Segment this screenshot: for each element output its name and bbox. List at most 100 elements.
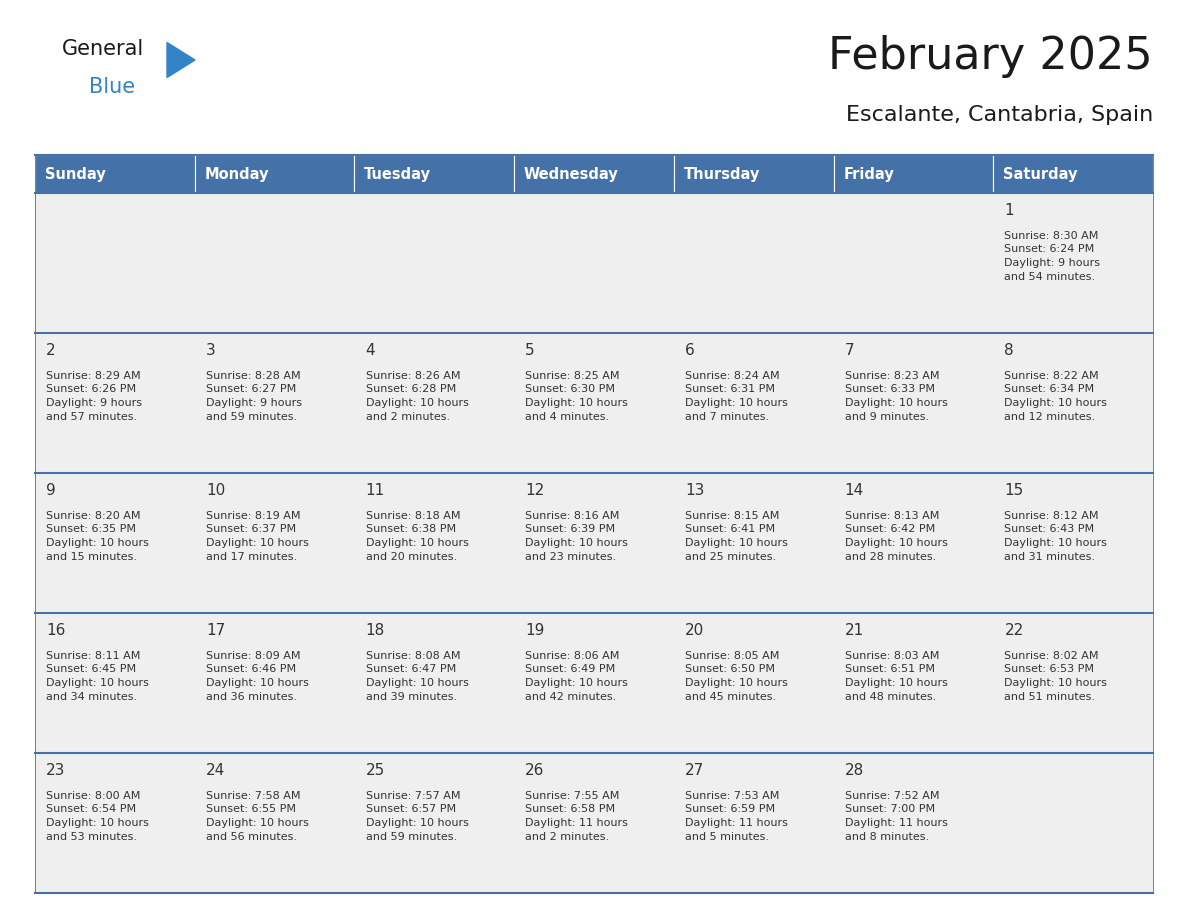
FancyBboxPatch shape: [993, 753, 1154, 893]
Text: Sunrise: 8:03 AM
Sunset: 6:51 PM
Daylight: 10 hours
and 48 minutes.: Sunrise: 8:03 AM Sunset: 6:51 PM Dayligh…: [845, 651, 948, 701]
FancyBboxPatch shape: [674, 193, 834, 333]
FancyBboxPatch shape: [514, 753, 674, 893]
FancyBboxPatch shape: [34, 473, 195, 613]
FancyBboxPatch shape: [993, 333, 1154, 473]
Text: Tuesday: Tuesday: [364, 166, 431, 182]
FancyBboxPatch shape: [514, 193, 674, 333]
FancyBboxPatch shape: [993, 193, 1154, 333]
Text: 23: 23: [46, 763, 65, 778]
Text: 3: 3: [206, 342, 216, 358]
Text: Sunrise: 8:15 AM
Sunset: 6:41 PM
Daylight: 10 hours
and 25 minutes.: Sunrise: 8:15 AM Sunset: 6:41 PM Dayligh…: [685, 510, 788, 562]
FancyBboxPatch shape: [674, 333, 834, 473]
Text: 22: 22: [1005, 622, 1024, 638]
Text: Sunrise: 8:28 AM
Sunset: 6:27 PM
Daylight: 9 hours
and 59 minutes.: Sunrise: 8:28 AM Sunset: 6:27 PM Dayligh…: [206, 371, 302, 421]
FancyBboxPatch shape: [674, 613, 834, 753]
Text: Sunrise: 8:18 AM
Sunset: 6:38 PM
Daylight: 10 hours
and 20 minutes.: Sunrise: 8:18 AM Sunset: 6:38 PM Dayligh…: [366, 510, 468, 562]
FancyBboxPatch shape: [354, 473, 514, 613]
FancyBboxPatch shape: [834, 613, 993, 753]
FancyBboxPatch shape: [834, 473, 993, 613]
FancyBboxPatch shape: [993, 613, 1154, 753]
Text: 21: 21: [845, 622, 864, 638]
Text: 13: 13: [685, 483, 704, 498]
Text: Sunrise: 8:25 AM
Sunset: 6:30 PM
Daylight: 10 hours
and 4 minutes.: Sunrise: 8:25 AM Sunset: 6:30 PM Dayligh…: [525, 371, 628, 421]
Text: 28: 28: [845, 763, 864, 778]
FancyBboxPatch shape: [674, 155, 834, 193]
Text: Sunrise: 8:22 AM
Sunset: 6:34 PM
Daylight: 10 hours
and 12 minutes.: Sunrise: 8:22 AM Sunset: 6:34 PM Dayligh…: [1005, 371, 1107, 421]
FancyBboxPatch shape: [674, 473, 834, 613]
FancyBboxPatch shape: [674, 753, 834, 893]
Text: 6: 6: [685, 342, 695, 358]
Text: February 2025: February 2025: [828, 35, 1154, 78]
Text: 15: 15: [1005, 483, 1024, 498]
Text: Sunrise: 8:06 AM
Sunset: 6:49 PM
Daylight: 10 hours
and 42 minutes.: Sunrise: 8:06 AM Sunset: 6:49 PM Dayligh…: [525, 651, 628, 701]
Text: Wednesday: Wednesday: [524, 166, 619, 182]
Text: 11: 11: [366, 483, 385, 498]
FancyBboxPatch shape: [514, 155, 674, 193]
FancyBboxPatch shape: [34, 155, 195, 193]
FancyBboxPatch shape: [34, 753, 195, 893]
Text: Sunday: Sunday: [45, 166, 106, 182]
Text: Sunrise: 8:13 AM
Sunset: 6:42 PM
Daylight: 10 hours
and 28 minutes.: Sunrise: 8:13 AM Sunset: 6:42 PM Dayligh…: [845, 510, 948, 562]
Text: Blue: Blue: [89, 77, 135, 97]
Text: Thursday: Thursday: [683, 166, 760, 182]
Text: 26: 26: [525, 763, 544, 778]
FancyBboxPatch shape: [195, 613, 354, 753]
Text: 19: 19: [525, 622, 544, 638]
FancyBboxPatch shape: [195, 193, 354, 333]
FancyBboxPatch shape: [195, 753, 354, 893]
Text: Saturday: Saturday: [1003, 166, 1078, 182]
Text: 18: 18: [366, 622, 385, 638]
Text: Sunrise: 8:12 AM
Sunset: 6:43 PM
Daylight: 10 hours
and 31 minutes.: Sunrise: 8:12 AM Sunset: 6:43 PM Dayligh…: [1005, 510, 1107, 562]
Text: 12: 12: [525, 483, 544, 498]
FancyBboxPatch shape: [34, 193, 195, 333]
Text: Sunrise: 7:57 AM
Sunset: 6:57 PM
Daylight: 10 hours
and 59 minutes.: Sunrise: 7:57 AM Sunset: 6:57 PM Dayligh…: [366, 790, 468, 842]
Text: Sunrise: 8:26 AM
Sunset: 6:28 PM
Daylight: 10 hours
and 2 minutes.: Sunrise: 8:26 AM Sunset: 6:28 PM Dayligh…: [366, 371, 468, 421]
FancyBboxPatch shape: [354, 333, 514, 473]
Text: Sunrise: 7:58 AM
Sunset: 6:55 PM
Daylight: 10 hours
and 56 minutes.: Sunrise: 7:58 AM Sunset: 6:55 PM Dayligh…: [206, 790, 309, 842]
FancyBboxPatch shape: [354, 193, 514, 333]
Text: General: General: [62, 39, 144, 59]
Text: Sunrise: 8:02 AM
Sunset: 6:53 PM
Daylight: 10 hours
and 51 minutes.: Sunrise: 8:02 AM Sunset: 6:53 PM Dayligh…: [1005, 651, 1107, 701]
FancyBboxPatch shape: [354, 155, 514, 193]
Text: 25: 25: [366, 763, 385, 778]
FancyBboxPatch shape: [514, 473, 674, 613]
Text: 4: 4: [366, 342, 375, 358]
Text: Sunrise: 8:09 AM
Sunset: 6:46 PM
Daylight: 10 hours
and 36 minutes.: Sunrise: 8:09 AM Sunset: 6:46 PM Dayligh…: [206, 651, 309, 701]
Text: Sunrise: 8:11 AM
Sunset: 6:45 PM
Daylight: 10 hours
and 34 minutes.: Sunrise: 8:11 AM Sunset: 6:45 PM Dayligh…: [46, 651, 148, 701]
FancyBboxPatch shape: [993, 155, 1154, 193]
FancyBboxPatch shape: [195, 473, 354, 613]
Text: Sunrise: 7:53 AM
Sunset: 6:59 PM
Daylight: 11 hours
and 5 minutes.: Sunrise: 7:53 AM Sunset: 6:59 PM Dayligh…: [685, 790, 788, 842]
Text: 27: 27: [685, 763, 704, 778]
FancyBboxPatch shape: [34, 333, 195, 473]
Text: Sunrise: 8:23 AM
Sunset: 6:33 PM
Daylight: 10 hours
and 9 minutes.: Sunrise: 8:23 AM Sunset: 6:33 PM Dayligh…: [845, 371, 948, 421]
Text: 10: 10: [206, 483, 226, 498]
Text: 14: 14: [845, 483, 864, 498]
Text: Sunrise: 8:19 AM
Sunset: 6:37 PM
Daylight: 10 hours
and 17 minutes.: Sunrise: 8:19 AM Sunset: 6:37 PM Dayligh…: [206, 510, 309, 562]
Text: Sunrise: 8:30 AM
Sunset: 6:24 PM
Daylight: 9 hours
and 54 minutes.: Sunrise: 8:30 AM Sunset: 6:24 PM Dayligh…: [1005, 230, 1100, 282]
Text: Sunrise: 8:20 AM
Sunset: 6:35 PM
Daylight: 10 hours
and 15 minutes.: Sunrise: 8:20 AM Sunset: 6:35 PM Dayligh…: [46, 510, 148, 562]
FancyBboxPatch shape: [514, 613, 674, 753]
FancyBboxPatch shape: [195, 333, 354, 473]
Text: Sunrise: 8:05 AM
Sunset: 6:50 PM
Daylight: 10 hours
and 45 minutes.: Sunrise: 8:05 AM Sunset: 6:50 PM Dayligh…: [685, 651, 788, 701]
Text: 17: 17: [206, 622, 226, 638]
Text: Sunrise: 8:24 AM
Sunset: 6:31 PM
Daylight: 10 hours
and 7 minutes.: Sunrise: 8:24 AM Sunset: 6:31 PM Dayligh…: [685, 371, 788, 421]
Text: Monday: Monday: [204, 166, 268, 182]
FancyBboxPatch shape: [834, 193, 993, 333]
Text: Sunrise: 8:16 AM
Sunset: 6:39 PM
Daylight: 10 hours
and 23 minutes.: Sunrise: 8:16 AM Sunset: 6:39 PM Dayligh…: [525, 510, 628, 562]
Text: Sunrise: 8:08 AM
Sunset: 6:47 PM
Daylight: 10 hours
and 39 minutes.: Sunrise: 8:08 AM Sunset: 6:47 PM Dayligh…: [366, 651, 468, 701]
FancyBboxPatch shape: [834, 753, 993, 893]
FancyBboxPatch shape: [834, 333, 993, 473]
Text: 24: 24: [206, 763, 226, 778]
Text: Sunrise: 7:55 AM
Sunset: 6:58 PM
Daylight: 11 hours
and 2 minutes.: Sunrise: 7:55 AM Sunset: 6:58 PM Dayligh…: [525, 790, 628, 842]
FancyBboxPatch shape: [354, 613, 514, 753]
FancyBboxPatch shape: [34, 613, 195, 753]
Text: 9: 9: [46, 483, 56, 498]
Text: Sunrise: 8:00 AM
Sunset: 6:54 PM
Daylight: 10 hours
and 53 minutes.: Sunrise: 8:00 AM Sunset: 6:54 PM Dayligh…: [46, 790, 148, 842]
Text: Friday: Friday: [843, 166, 893, 182]
Text: 8: 8: [1005, 342, 1015, 358]
FancyBboxPatch shape: [354, 753, 514, 893]
FancyBboxPatch shape: [993, 473, 1154, 613]
FancyBboxPatch shape: [834, 155, 993, 193]
FancyBboxPatch shape: [514, 333, 674, 473]
Text: 20: 20: [685, 622, 704, 638]
